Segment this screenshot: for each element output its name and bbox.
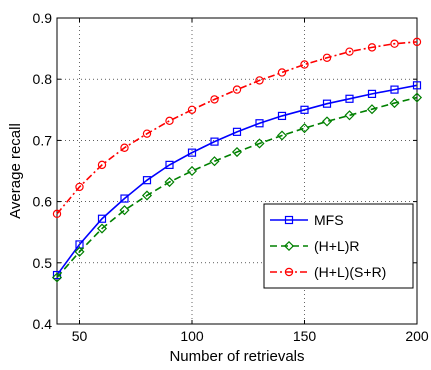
- data-point: [300, 60, 309, 69]
- legend-label: (H+L)R: [314, 238, 360, 254]
- data-point: [276, 130, 288, 141]
- y-tick-label: 0.6: [33, 194, 53, 210]
- data-point: [367, 89, 377, 98]
- data-point: [142, 129, 152, 138]
- data-point: [389, 98, 400, 109]
- data-point: [321, 116, 333, 127]
- legend-item-mfs: MFS: [270, 212, 344, 228]
- data-point: [390, 85, 399, 94]
- data-point: [165, 160, 174, 169]
- x-axis-title: Number of retrievals: [169, 348, 304, 365]
- data-point: [345, 94, 354, 103]
- legend-marker: [284, 267, 294, 277]
- data-point: [187, 105, 197, 115]
- data-point: [165, 116, 174, 126]
- data-point: [120, 194, 129, 203]
- legend-marker: [284, 215, 294, 225]
- data-point: [141, 190, 153, 201]
- legend-item-h-l-s-r: (H+L)(S+R): [270, 264, 386, 280]
- x-tick-label: 150: [293, 328, 317, 344]
- legend-item-h-l-r: (H+L)R: [270, 238, 360, 254]
- data-point: [75, 182, 84, 192]
- y-tick-label: 0.9: [33, 10, 53, 26]
- series-h-l-r: [51, 92, 423, 283]
- legend-marker: [283, 240, 295, 252]
- data-point: [255, 76, 264, 85]
- data-point: [97, 214, 107, 223]
- legend-label: MFS: [314, 212, 344, 228]
- y-tick-label: 0.5: [33, 255, 53, 271]
- series-line: [56, 41, 418, 215]
- data-point: [366, 104, 378, 115]
- data-point: [142, 176, 152, 185]
- legend-label: (H+L)(S+R): [314, 264, 386, 280]
- series-line: [56, 84, 418, 276]
- data-point: [322, 99, 332, 108]
- y-tick-label: 0.7: [33, 132, 53, 148]
- data-point: [164, 176, 175, 188]
- x-tick-label: 100: [180, 328, 204, 344]
- data-point: [277, 111, 287, 121]
- data-point: [390, 39, 399, 48]
- data-point: [120, 143, 129, 152]
- data-point: [97, 160, 107, 170]
- legend: MFS (H+L)R (H+L)(S+R): [263, 203, 414, 289]
- data-point: [367, 43, 377, 52]
- data-point: [344, 110, 355, 121]
- axis-ticks: 50 100 150 200 0.4 0.5 0.6 0.7 0.8 0.9: [33, 10, 429, 344]
- data-point: [51, 272, 63, 283]
- y-tick-label: 0.4: [33, 316, 53, 332]
- data-point: [412, 81, 422, 90]
- data-point: [255, 119, 264, 128]
- data-point: [412, 37, 422, 47]
- data-point: [119, 205, 130, 216]
- y-axis-title: Average recall: [7, 123, 24, 219]
- data-point: [345, 47, 354, 56]
- series-h-l-s-r: [52, 37, 422, 219]
- plot-area: [56, 17, 418, 325]
- data-point: [74, 246, 85, 257]
- data-point: [186, 165, 198, 177]
- data-point: [52, 270, 62, 280]
- data-point: [254, 138, 265, 149]
- data-point: [96, 223, 108, 234]
- data-point: [187, 148, 197, 157]
- legend-box: [263, 203, 414, 289]
- data-point: [322, 53, 332, 62]
- data-point: [231, 146, 243, 158]
- x-tick-label: 200: [405, 328, 429, 344]
- series-group: [51, 37, 423, 283]
- x-tick-label: 50: [72, 328, 88, 344]
- series-line: [56, 96, 418, 279]
- data-point: [232, 127, 242, 136]
- data-point: [210, 95, 219, 104]
- y-tick-label: 0.8: [33, 71, 53, 87]
- data-point: [300, 105, 309, 114]
- data-point: [277, 68, 287, 77]
- data-point: [209, 156, 220, 167]
- data-point: [52, 209, 62, 219]
- data-point: [411, 92, 423, 103]
- data-point: [299, 123, 310, 134]
- series-mfs: [52, 81, 422, 280]
- data-point: [232, 85, 242, 94]
- data-point: [210, 137, 219, 146]
